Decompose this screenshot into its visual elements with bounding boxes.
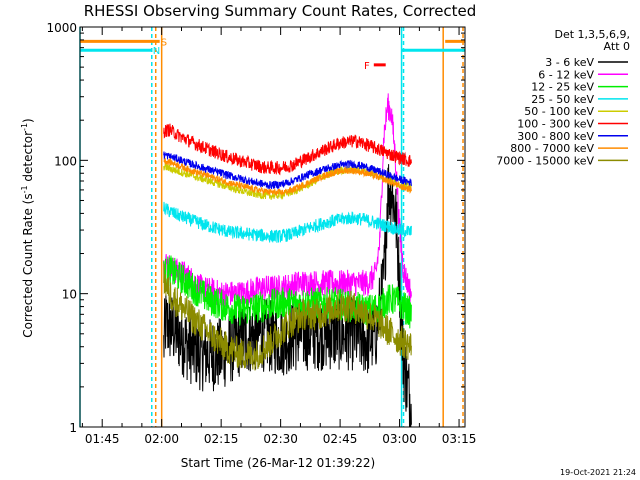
x-tick-label-6: 03:15 <box>442 432 477 446</box>
legend-title: Det 1,3,5,6,9, <box>554 28 630 41</box>
y-axis-label-sup2: -1 <box>20 123 29 131</box>
legend-label-1: 6 - 12 keV <box>538 68 594 81</box>
legend-label-7: 800 - 7000 keV <box>510 142 594 155</box>
series-line-5 <box>163 123 412 176</box>
y-axis-label-sup1: -1 <box>20 185 29 193</box>
x-tick-label-1: 02:00 <box>144 432 179 446</box>
y-axis-label-main: Corrected Count Rate (s <box>21 193 35 337</box>
y-axis-label-end: ) <box>21 118 35 123</box>
x-tick-label-5: 03:00 <box>382 432 417 446</box>
legend-label-0: 3 - 6 keV <box>545 56 594 69</box>
y-tick-label-0: 1 <box>69 421 77 435</box>
series-line-7 <box>163 158 412 197</box>
x-tick-label-2: 02:15 <box>204 432 239 446</box>
series-line-8 <box>163 263 412 371</box>
x-tick-label-3: 02:30 <box>263 432 298 446</box>
series-line-1 <box>163 93 412 307</box>
series-group <box>163 93 412 428</box>
series-line-0 <box>163 164 412 428</box>
annotation-label-2: F <box>364 61 370 72</box>
y-tick-label-1: 10 <box>62 288 77 302</box>
annotation-label-1: N <box>153 46 160 57</box>
legend-label-4: 50 - 100 keV <box>524 105 594 118</box>
y-axis-label: Corrected Count Rate (s-1 detector-1) <box>20 118 35 337</box>
y-tick-label-2: 100 <box>54 154 77 168</box>
annotation-label-0: S <box>161 37 167 48</box>
x-tick-label-0: 01:45 <box>85 432 120 446</box>
series-line-2 <box>163 255 412 329</box>
legend-label-6: 300 - 800 keV <box>517 130 594 143</box>
y-axis-label-mid: detector <box>21 131 35 186</box>
legend-label-2: 12 - 25 keV <box>531 81 594 94</box>
x-axis-label: Start Time (26-Mar-12 01:39:22) <box>181 456 375 470</box>
legend-label-3: 25 - 50 keV <box>531 93 594 106</box>
legend-subtitle: Att 0 <box>604 40 630 53</box>
plot-area: SN F 1 10 100 1000 01:45 02:00 02:15 02:30 02:45 03… <box>46 21 476 446</box>
y-tick-label-3: 1000 <box>46 21 77 35</box>
series-line-3 <box>163 201 412 243</box>
footer-timestamp: 19-Oct-2021 21:24 <box>560 468 636 477</box>
legend-label-5: 100 - 300 keV <box>517 118 594 131</box>
series-line-6 <box>163 151 412 190</box>
plot-frame <box>79 26 466 428</box>
chart-title: RHESSI Observing Summary Count Rates, Co… <box>84 2 477 20</box>
x-tick-label-4: 02:45 <box>323 432 358 446</box>
legend-label-8: 7000 - 15000 keV <box>496 154 594 167</box>
